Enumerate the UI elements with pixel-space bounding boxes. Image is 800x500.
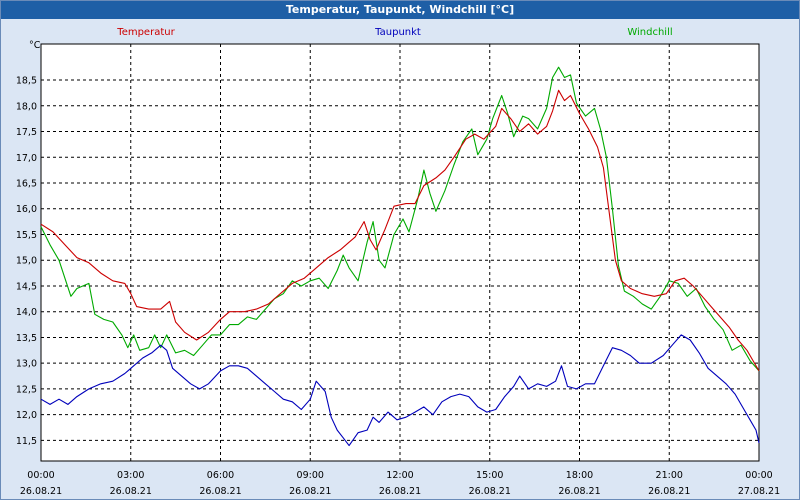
y-tick-label: 12,5 — [16, 384, 37, 395]
y-tick-label: 15,5 — [16, 230, 37, 241]
y-tick-label: 17,5 — [16, 127, 37, 138]
x-tick-date: 26.08.21 — [110, 486, 152, 497]
window-title: Temperatur, Taupunkt, Windchill [°C] — [1, 1, 799, 19]
x-tick-date: 26.08.21 — [469, 486, 511, 497]
x-tick-date: 26.08.21 — [558, 486, 600, 497]
y-tick-label: 15,0 — [16, 256, 37, 267]
legend-windchill: Windchill — [627, 27, 672, 38]
y-tick-label: 14,5 — [16, 281, 37, 292]
legend-temperatur: Temperatur — [116, 27, 175, 38]
y-tick-label: 17,0 — [16, 153, 37, 164]
x-tick-date: 26.08.21 — [199, 486, 241, 497]
y-axis: °C 11,5 12,0 12,5 13,0 13,5 14,0 14,5 15,0 15,5 1… — [16, 40, 41, 447]
x-tick-time: 18:00 — [566, 470, 593, 481]
x-tick-time: 12:00 — [386, 470, 413, 481]
y-tick-label: 14,0 — [16, 307, 37, 318]
legend-taupunkt: Taupunkt — [374, 27, 421, 38]
y-axis-unit-label: °C — [29, 40, 41, 51]
series-line-temperatur — [40, 89, 760, 372]
y-tick-label: 13,5 — [16, 333, 37, 344]
y-tick-label: 16,0 — [16, 204, 37, 215]
y-tick-label: 13,0 — [16, 359, 37, 370]
x-tick-time: 03:00 — [117, 470, 144, 481]
x-tick-date: 26.08.21 — [20, 486, 62, 497]
x-tick-date: 26.08.21 — [379, 486, 421, 497]
x-tick-date: 27.08.21 — [738, 486, 780, 497]
x-tick-time: 09:00 — [297, 470, 324, 481]
y-tick-label: 11,5 — [16, 436, 37, 447]
series-line-windchill — [40, 66, 760, 372]
x-tick-time: 00:00 — [27, 470, 54, 481]
legend: Temperatur Taupunkt Windchill — [116, 27, 672, 38]
x-tick-time: 06:00 — [207, 470, 234, 481]
x-axis: 00:00 26.08.21 03:00 26.08.21 06:00 26.08.21 0… — [20, 470, 780, 497]
series-layer — [40, 66, 760, 447]
y-tick-label: 18,0 — [16, 101, 37, 112]
x-tick-time: 15:00 — [476, 470, 503, 481]
x-tick-date: 26.08.21 — [289, 486, 331, 497]
x-tick-date: 26.08.21 — [648, 486, 690, 497]
y-tick-label: 18,5 — [16, 76, 37, 87]
x-tick-time: 00:00 — [745, 470, 772, 481]
y-tick-label: 16,5 — [16, 179, 37, 190]
y-tick-label: 12,0 — [16, 410, 37, 421]
series-line-taupunkt — [40, 334, 760, 447]
plot-area — [40, 43, 760, 462]
x-tick-time: 21:00 — [656, 470, 683, 481]
